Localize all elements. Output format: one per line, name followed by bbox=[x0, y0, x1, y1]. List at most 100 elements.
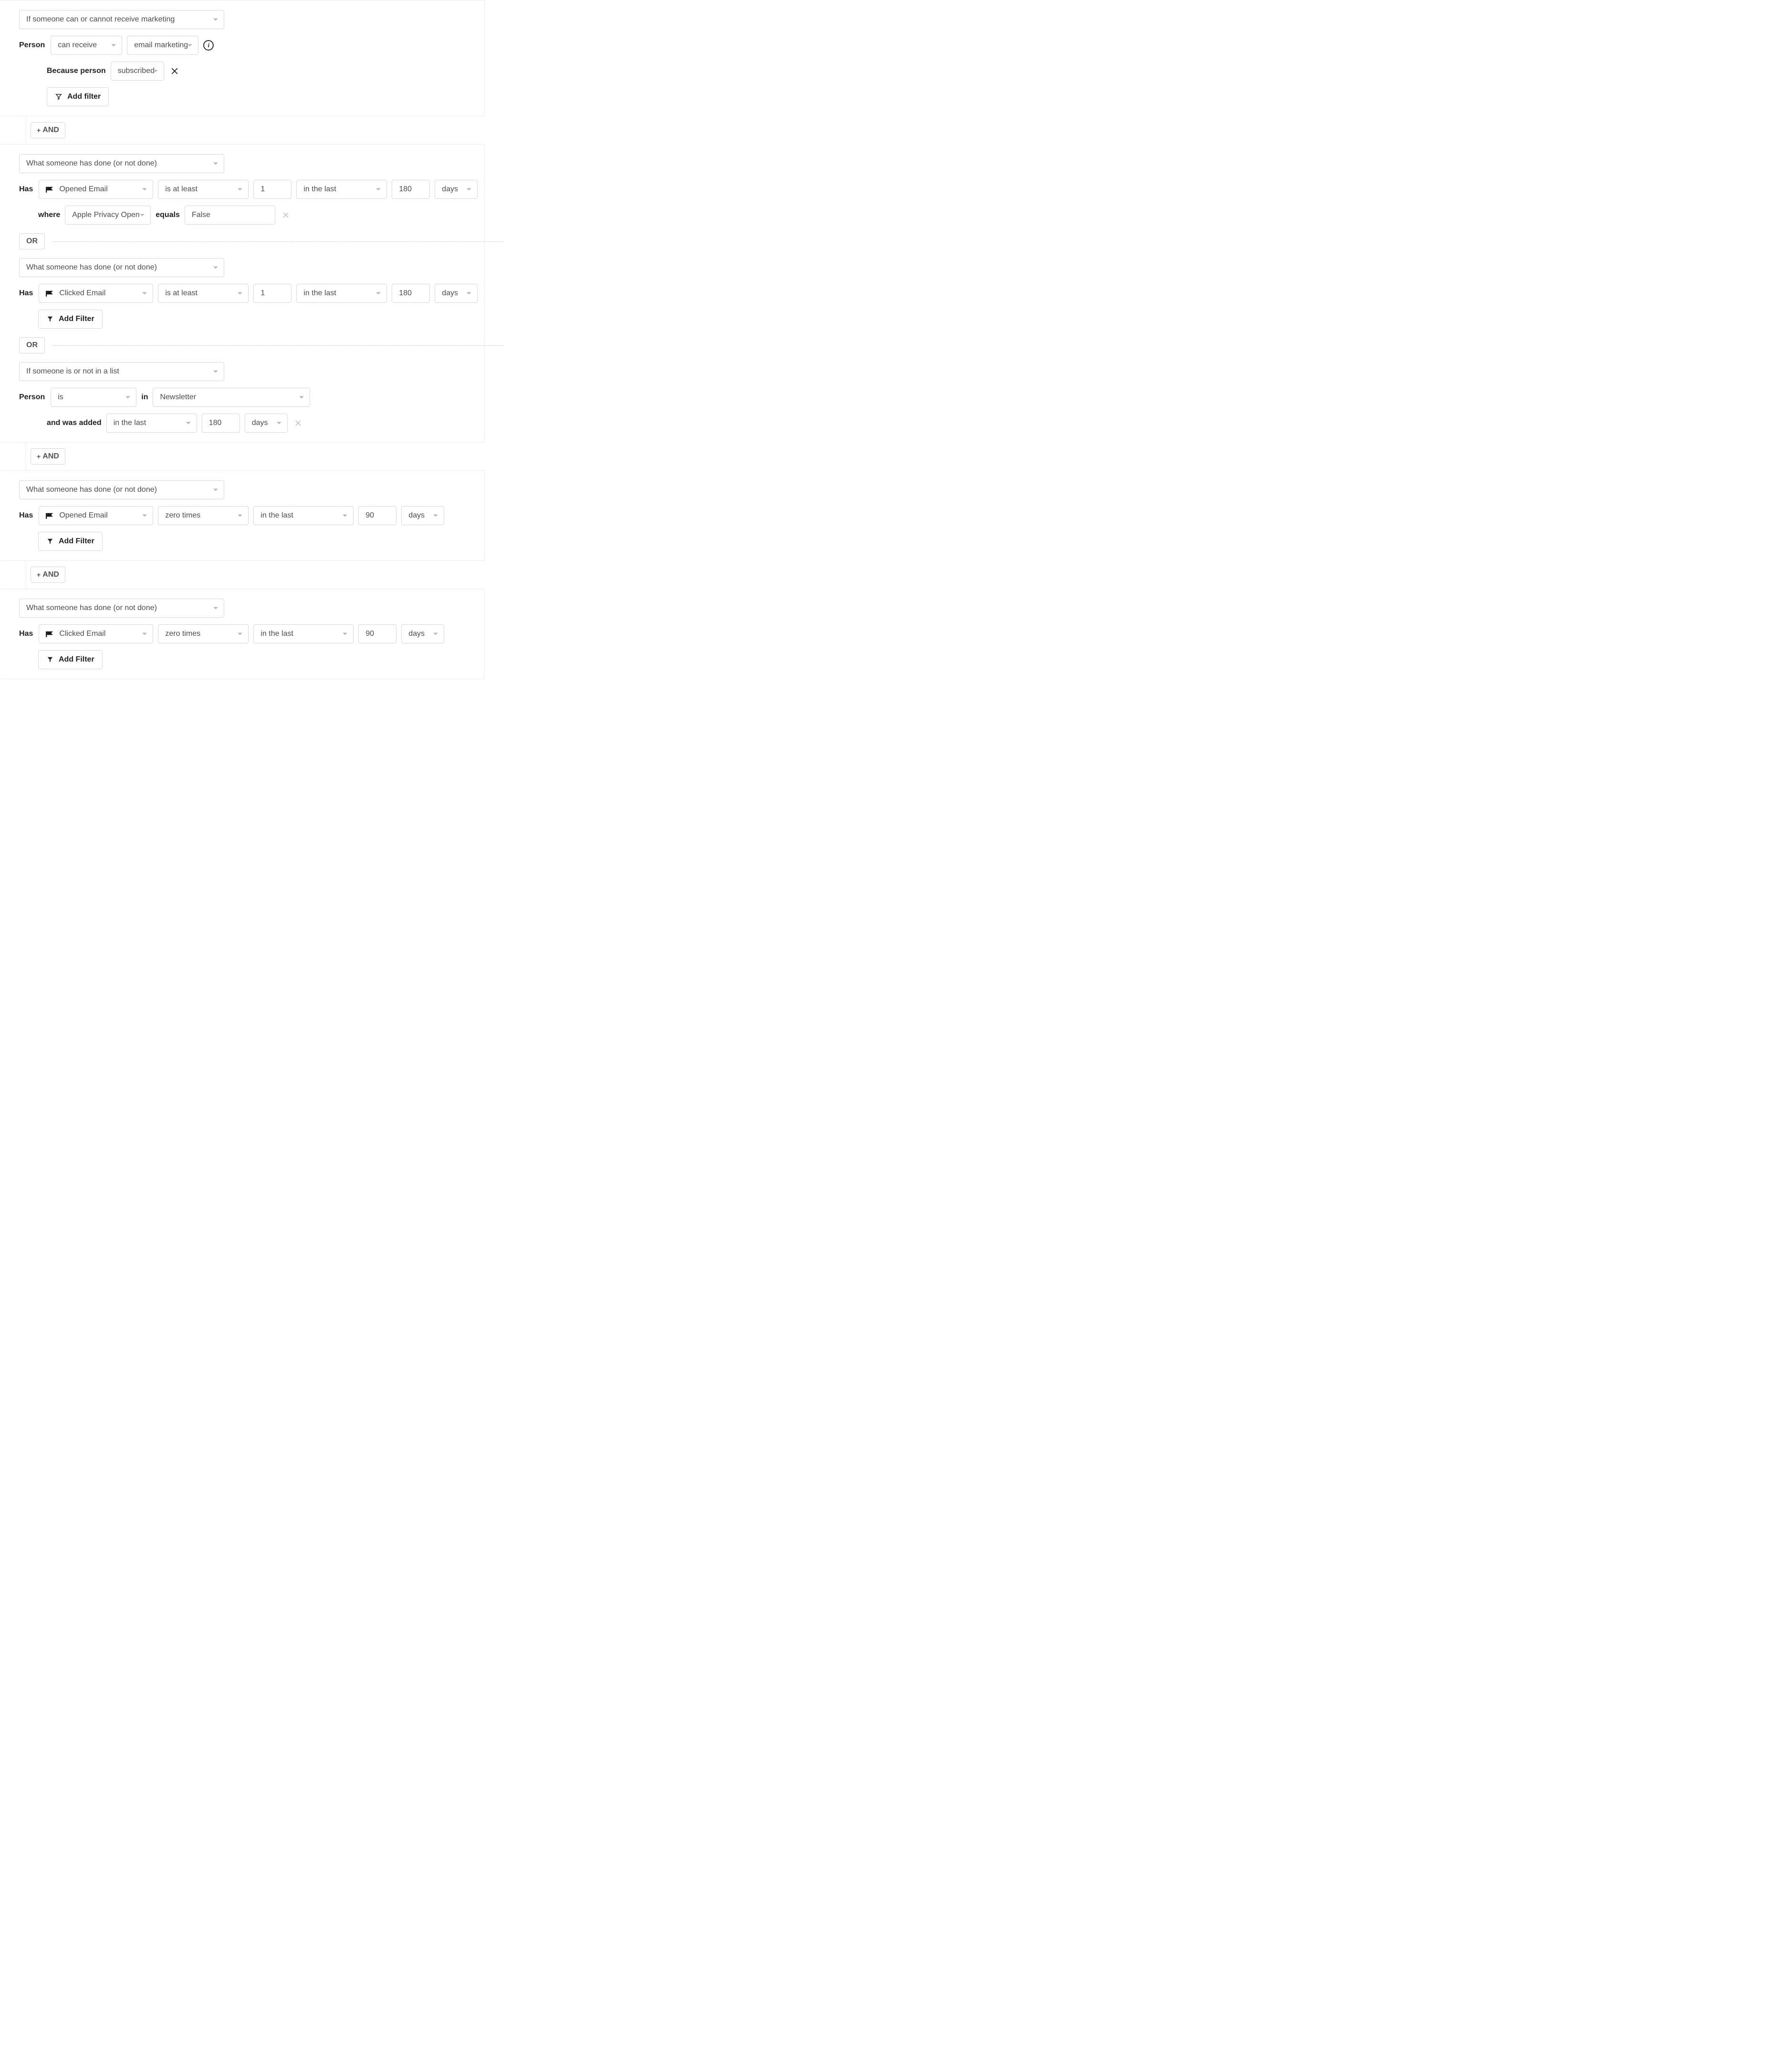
list-value: Newsletter bbox=[160, 393, 196, 402]
metric-select[interactable]: Opened Email bbox=[39, 506, 153, 525]
condition-type-select[interactable]: What someone has done (or not done) bbox=[19, 480, 224, 499]
chevron-down-icon bbox=[238, 633, 242, 635]
timerange-unit-select[interactable]: days bbox=[245, 414, 288, 433]
info-icon[interactable]: i bbox=[203, 40, 214, 51]
operator-select[interactable]: zero times bbox=[158, 624, 249, 643]
timerange-n-input[interactable]: 90 bbox=[358, 624, 396, 643]
metric-value: Clicked Email bbox=[59, 630, 105, 638]
condition-type-select[interactable]: What someone has done (or not done) bbox=[19, 258, 224, 277]
chevron-down-icon bbox=[238, 188, 242, 191]
chevron-down-icon bbox=[376, 292, 381, 295]
timerange-select[interactable]: in the last bbox=[296, 284, 387, 303]
condition-type-select[interactable]: What someone has done (or not done) bbox=[19, 599, 224, 618]
and-label: AND bbox=[42, 126, 59, 135]
plus-icon: + bbox=[37, 571, 41, 579]
timerange-select[interactable]: in the last bbox=[106, 414, 197, 433]
condition-type-select[interactable]: If someone is or not in a list bbox=[19, 362, 224, 381]
metric-select[interactable]: Opened Email bbox=[39, 180, 153, 199]
condition-type-label: If someone can or cannot receive marketi… bbox=[26, 15, 175, 24]
count-value: 1 bbox=[260, 185, 265, 194]
count-input[interactable]: 1 bbox=[253, 284, 291, 303]
remove-icon[interactable] bbox=[280, 209, 291, 221]
timerange-n-input[interactable]: 90 bbox=[358, 506, 396, 525]
list-select[interactable]: Newsletter bbox=[153, 388, 310, 407]
chevron-down-icon bbox=[238, 515, 242, 517]
and-button[interactable]: + AND bbox=[31, 567, 65, 583]
operator-select[interactable]: is at least bbox=[158, 284, 249, 303]
timerange-unit-value: days bbox=[408, 630, 425, 638]
where-op-label: equals bbox=[156, 211, 180, 219]
timerange-unit-select[interactable]: days bbox=[401, 506, 444, 525]
channel-value: email marketing bbox=[134, 41, 188, 50]
where-value-input[interactable]: False bbox=[185, 206, 275, 225]
add-filter-button[interactable]: Add Filter bbox=[38, 532, 103, 551]
timerange-unit-select[interactable]: days bbox=[435, 284, 478, 303]
condition-type-select[interactable]: What someone has done (or not done) bbox=[19, 154, 224, 173]
because-select[interactable]: subscribed bbox=[111, 62, 164, 81]
timerange-unit-value: days bbox=[442, 289, 458, 298]
chevron-down-icon bbox=[467, 292, 471, 295]
where-value-text: False bbox=[192, 211, 210, 219]
timerange-unit-select[interactable]: days bbox=[435, 180, 478, 199]
and-connector: + AND bbox=[23, 116, 485, 144]
and-label: AND bbox=[42, 570, 59, 579]
and-button[interactable]: + AND bbox=[31, 448, 65, 465]
timerange-unit-select[interactable]: days bbox=[401, 624, 444, 643]
chevron-down-icon bbox=[343, 515, 347, 517]
flag-icon bbox=[46, 290, 54, 297]
timerange-value: in the last bbox=[303, 185, 336, 194]
and-was-added-label: and was added bbox=[47, 419, 102, 427]
add-filter-label: Add Filter bbox=[59, 315, 94, 323]
or-label: OR bbox=[26, 341, 38, 350]
filter-solid-icon bbox=[46, 656, 54, 663]
or-label: OR bbox=[26, 237, 38, 246]
add-filter-label: Add filter bbox=[67, 93, 101, 101]
operator-value: zero times bbox=[165, 511, 200, 520]
where-field-select[interactable]: Apple Privacy Open bbox=[65, 206, 151, 225]
timerange-value: in the last bbox=[114, 419, 146, 427]
remove-icon[interactable] bbox=[292, 417, 304, 429]
timerange-n-input[interactable]: 180 bbox=[202, 414, 240, 433]
or-divider: OR bbox=[19, 337, 484, 353]
metric-select[interactable]: Clicked Email bbox=[39, 624, 153, 643]
or-chip[interactable]: OR bbox=[19, 337, 45, 353]
operator-select[interactable]: is at least bbox=[158, 180, 249, 199]
timerange-n-input[interactable]: 180 bbox=[392, 180, 430, 199]
is-select[interactable]: is bbox=[51, 388, 136, 407]
can-receive-value: can receive bbox=[58, 41, 97, 50]
and-button[interactable]: + AND bbox=[31, 122, 65, 138]
add-filter-button[interactable]: Add filter bbox=[47, 87, 109, 106]
timerange-select[interactable]: in the last bbox=[253, 624, 354, 643]
metric-select[interactable]: Clicked Email bbox=[39, 284, 153, 303]
flag-icon bbox=[46, 512, 54, 519]
plus-icon: + bbox=[37, 126, 41, 134]
chevron-down-icon bbox=[277, 422, 281, 425]
condition-type-label: If someone is or not in a list bbox=[26, 367, 119, 376]
remove-icon[interactable] bbox=[169, 65, 180, 77]
timerange-select[interactable]: in the last bbox=[253, 506, 354, 525]
chevron-down-icon bbox=[213, 371, 218, 373]
or-chip[interactable]: OR bbox=[19, 233, 45, 249]
has-label: Has bbox=[19, 511, 33, 520]
operator-select[interactable]: zero times bbox=[158, 506, 249, 525]
condition-block-opened-zero: What someone has done (or not done) Has … bbox=[0, 470, 485, 561]
where-label: where bbox=[38, 211, 60, 219]
timerange-value: in the last bbox=[260, 511, 293, 520]
condition-type-select[interactable]: If someone can or cannot receive marketi… bbox=[19, 10, 224, 29]
channel-select[interactable]: email marketing bbox=[127, 36, 198, 55]
chevron-down-icon bbox=[299, 396, 304, 399]
count-value: 1 bbox=[260, 289, 265, 298]
add-filter-button[interactable]: Add Filter bbox=[38, 310, 103, 329]
timerange-n-input[interactable]: 180 bbox=[392, 284, 430, 303]
chevron-down-icon bbox=[111, 44, 116, 47]
timerange-n-value: 180 bbox=[399, 289, 412, 298]
add-filter-button[interactable]: Add Filter bbox=[38, 650, 103, 669]
count-input[interactable]: 1 bbox=[253, 180, 291, 199]
operator-value: zero times bbox=[165, 630, 200, 638]
timerange-n-value: 90 bbox=[365, 511, 374, 520]
timerange-unit-value: days bbox=[408, 511, 425, 520]
or-divider: OR bbox=[19, 233, 484, 249]
chevron-down-icon bbox=[213, 607, 218, 610]
timerange-select[interactable]: in the last bbox=[296, 180, 387, 199]
can-receive-select[interactable]: can receive bbox=[51, 36, 122, 55]
